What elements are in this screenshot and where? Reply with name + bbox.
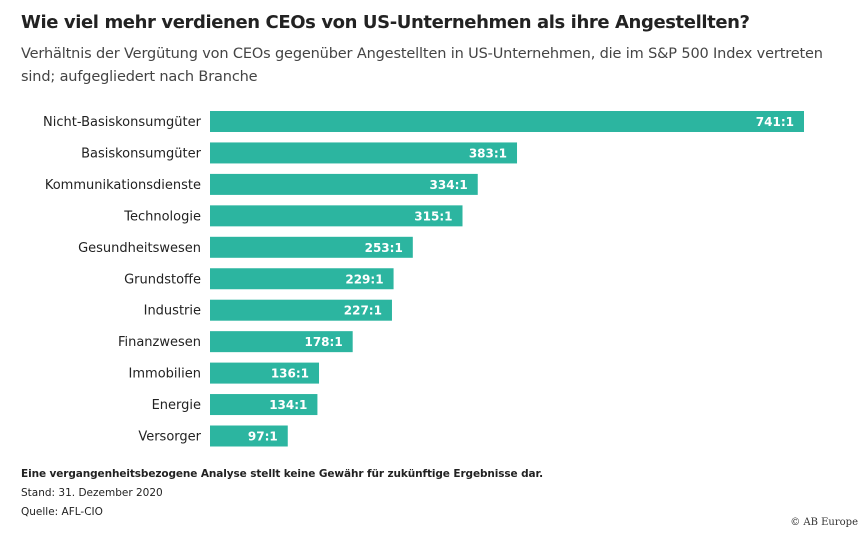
value-label: 229:1 [345, 272, 383, 286]
bar-row-grundstoffe: Grundstoffe 229:1 [124, 268, 394, 290]
bar-row-energie: Energie 134:1 [152, 394, 318, 416]
bar-row-immobilien: Immobilien 136:1 [129, 362, 320, 384]
value-label: 383:1 [469, 146, 507, 160]
category-label: Kommunikationsdienste [45, 178, 201, 193]
value-label: 334:1 [430, 178, 468, 192]
category-label: Energie [152, 398, 201, 413]
category-label: Industrie [144, 304, 201, 319]
chart-title: Wie viel mehr verdienen CEOs von US-Unte… [21, 12, 750, 33]
bar-row-industrie: Industrie 227:1 [144, 299, 392, 321]
bar [210, 111, 804, 132]
category-label: Basiskonsumgüter [81, 146, 202, 161]
bar [210, 236, 413, 258]
category-label: Versorger [138, 430, 201, 445]
category-label: Nicht-Basiskonsumgüter [43, 115, 202, 130]
bar-row-basiskonsumgüter: Basiskonsumgüter 383:1 [81, 142, 518, 164]
copyright-note: © AB Europe [790, 517, 858, 528]
bar [210, 425, 288, 447]
bar [210, 268, 394, 290]
bar-row-gesundheitswesen: Gesundheitswesen 253:1 [78, 236, 413, 258]
bar [210, 394, 318, 416]
bar [210, 299, 392, 321]
value-label: 134:1 [269, 398, 307, 412]
source-note: Quelle: AFL-CIO [21, 506, 103, 518]
value-label: 741:1 [756, 115, 794, 129]
value-label: 178:1 [304, 335, 342, 349]
value-label: 253:1 [365, 241, 403, 255]
bar [210, 142, 518, 164]
bar [210, 173, 478, 195]
bar-chart: Nicht-Basiskonsumgüter 741:1 Basiskonsumgü… [43, 111, 804, 447]
category-label: Gesundheitswesen [78, 241, 201, 256]
bar [210, 362, 320, 384]
bar-row-versorger: Versorger 97:1 [138, 425, 288, 447]
bar-row-technologie: Technologie 315:1 [123, 205, 463, 227]
date-note: Stand: 31. Dezember 2020 [21, 487, 163, 499]
chart-subtitle: Verhältnis der Vergütung von CEOs gegenü… [21, 46, 823, 85]
value-label: 136:1 [271, 367, 309, 381]
value-label: 227:1 [344, 304, 382, 318]
category-label: Technologie [123, 209, 201, 224]
bar [210, 331, 353, 353]
value-label: 97:1 [248, 430, 278, 444]
disclaimer-note: Eine vergangenheitsbezogene Analyse stel… [21, 468, 544, 480]
bar-row-finanzwesen: Finanzwesen 178:1 [118, 331, 353, 353]
bar [210, 205, 463, 227]
value-label: 315:1 [414, 209, 452, 223]
category-label: Grundstoffe [124, 272, 201, 287]
category-label: Immobilien [129, 367, 201, 382]
category-label: Finanzwesen [118, 335, 201, 350]
bar-row-kommunikationsdienste: Kommunikationsdienste 334:1 [45, 173, 478, 195]
bar-row-nicht-basiskonsumgüter: Nicht-Basiskonsumgüter 741:1 [43, 111, 804, 132]
